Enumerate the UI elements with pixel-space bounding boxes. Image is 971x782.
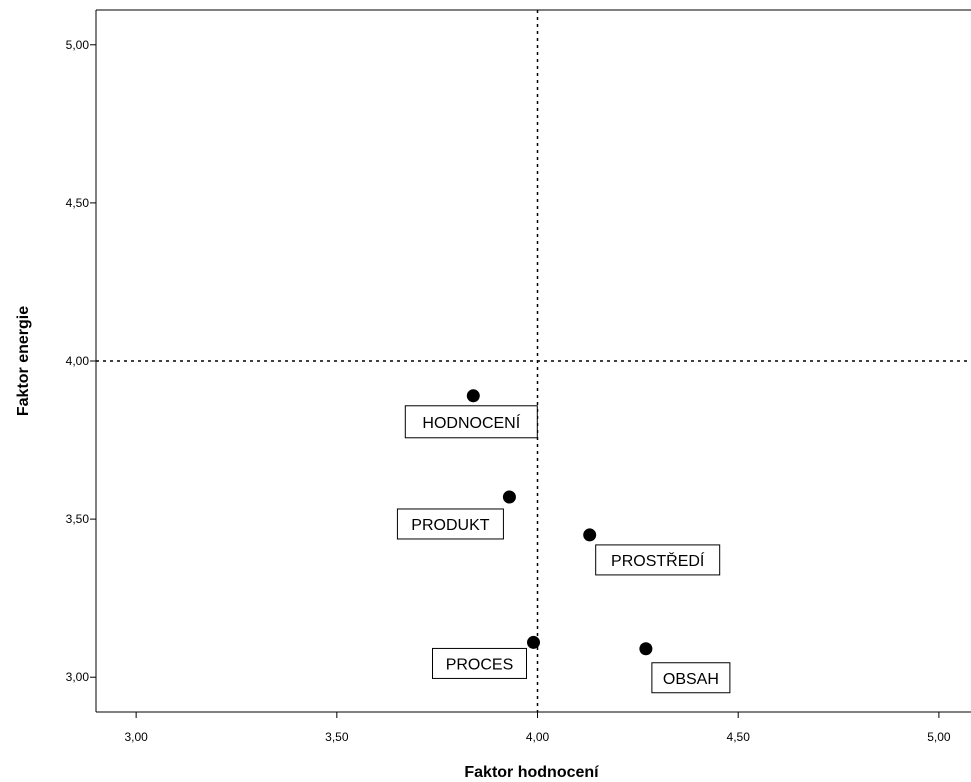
point-label-box: [651, 662, 731, 694]
point-label-box: [595, 544, 721, 576]
data-point-group: PROSTŘEDÍ: [583, 528, 721, 576]
y-axis-title: Faktor energie: [15, 306, 32, 416]
x-tick-label: 5,00: [927, 730, 951, 744]
point-label-box: [432, 647, 527, 679]
y-tick-label: 4,50: [66, 196, 90, 210]
y-tick-label: 4,00: [66, 354, 90, 368]
x-tick-label: 3,50: [325, 730, 349, 744]
point-label: PROSTŘEDÍ: [611, 551, 705, 570]
x-axis-title: Faktor hodnocení: [464, 764, 599, 781]
y-tick-label: 3,00: [66, 670, 90, 684]
point-label-box: [396, 508, 504, 540]
point-label: PRODUKT: [411, 517, 489, 534]
point-label: OBSAH: [663, 671, 719, 688]
y-tick-label: 5,00: [66, 38, 90, 52]
point-label-box: [404, 405, 538, 439]
data-point-group: PROCES: [432, 635, 540, 679]
x-tick-label: 4,50: [727, 730, 751, 744]
y-axis: 3,00 3,50 4,00 4,50 5,00: [66, 38, 96, 684]
data-points: HODNOCENÍ PRODUKT PROSTŘEDÍ PROCES OBSAH: [396, 389, 731, 694]
data-point: [527, 635, 540, 649]
data-point: [583, 528, 597, 542]
data-point: [466, 389, 480, 403]
x-tick-label: 3,00: [124, 730, 148, 744]
y-tick-label: 3,50: [66, 512, 90, 526]
x-axis: 3,00 3,50 4,00 4,50 5,00: [124, 712, 951, 744]
data-point: [639, 642, 653, 656]
data-point: [502, 490, 516, 504]
point-label: HODNOCENÍ: [422, 413, 520, 432]
x-tick-label: 4,00: [526, 730, 550, 744]
data-point-group: OBSAH: [639, 642, 731, 694]
data-point-group: PRODUKT: [396, 490, 516, 540]
data-point-group: HODNOCENÍ: [404, 389, 538, 439]
reference-lines: [96, 10, 971, 712]
point-label: PROCES: [446, 656, 514, 673]
